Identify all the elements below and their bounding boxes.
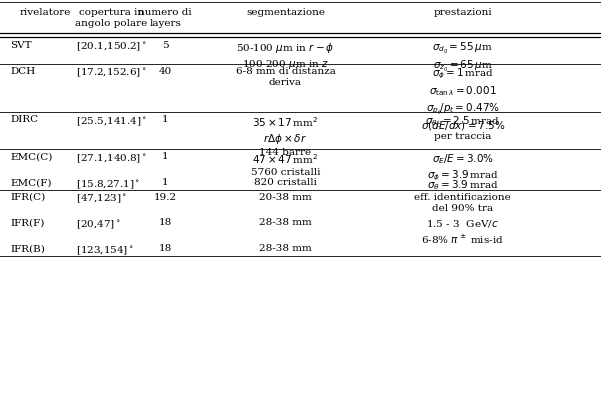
Text: [20,47]$^\circ$: [20,47]$^\circ$	[76, 218, 121, 232]
Text: DIRC: DIRC	[10, 115, 38, 124]
Text: DCH: DCH	[10, 67, 35, 76]
Text: [123,154]$^\circ$: [123,154]$^\circ$	[76, 244, 134, 258]
Text: 1.5 - 3  GeV/$c$
6-8% $\pi^\pm$ mis-id: 1.5 - 3 GeV/$c$ 6-8% $\pi^\pm$ mis-id	[421, 218, 504, 246]
Text: IFR(C): IFR(C)	[10, 193, 46, 202]
Text: $47 \times 47\,$mm$^2$
5760 cristalli: $47 \times 47\,$mm$^2$ 5760 cristalli	[251, 152, 320, 177]
Text: 20-38 mm: 20-38 mm	[259, 193, 312, 202]
Text: [20.1,150.2]$^\circ$: [20.1,150.2]$^\circ$	[76, 41, 147, 54]
Text: 1: 1	[162, 152, 169, 161]
Text: [15.8,27.1]$^\circ$: [15.8,27.1]$^\circ$	[76, 178, 141, 191]
Text: 5: 5	[162, 41, 169, 50]
Text: numero di
layers: numero di layers	[138, 8, 192, 28]
Text: copertura in
angolo polare: copertura in angolo polare	[75, 8, 147, 28]
Text: 50-100 $\mu$m in $r-\phi$
100-200 $\mu$m in $z$: 50-100 $\mu$m in $r-\phi$ 100-200 $\mu$m…	[236, 41, 335, 71]
Text: [17.2,152.6]$^\circ$: [17.2,152.6]$^\circ$	[76, 67, 147, 80]
Text: rivelatore: rivelatore	[19, 8, 71, 17]
Text: EMC(C): EMC(C)	[10, 152, 53, 161]
Text: 28-38 mm: 28-38 mm	[259, 218, 312, 227]
Text: segmentazione: segmentazione	[246, 8, 325, 17]
Text: [25.5,141.4]$^\circ$: [25.5,141.4]$^\circ$	[76, 115, 147, 129]
Text: EMC(F): EMC(F)	[10, 178, 52, 187]
Text: 1: 1	[162, 115, 169, 124]
Text: prestazioni: prestazioni	[433, 8, 492, 17]
Text: 40: 40	[159, 67, 172, 76]
Text: $\sigma_{\theta_C} = 2.5\,$mrad
per traccia: $\sigma_{\theta_C} = 2.5\,$mrad per trac…	[425, 115, 501, 141]
Text: $\sigma_\phi = 1\,$mrad
$\sigma_{\tan\lambda} = 0.001$
$\sigma_{p_t}/p_t = 0.47\: $\sigma_\phi = 1\,$mrad $\sigma_{\tan\la…	[421, 67, 505, 132]
Text: 18: 18	[159, 218, 172, 227]
Text: 6-8 mm di distanza
deriva: 6-8 mm di distanza deriva	[236, 67, 335, 87]
Text: 18: 18	[159, 244, 172, 253]
Text: [47,123]$^\circ$: [47,123]$^\circ$	[76, 193, 127, 206]
Text: IFR(B): IFR(B)	[10, 244, 45, 253]
Text: SVT: SVT	[10, 41, 32, 50]
Text: $\sigma_{d_0} = 55\,\mu$m
$\sigma_{z_0} = 65\,\mu$m: $\sigma_{d_0} = 55\,\mu$m $\sigma_{z_0} …	[433, 41, 493, 74]
Text: 19.2: 19.2	[154, 193, 177, 202]
Text: IFR(F): IFR(F)	[10, 218, 44, 227]
Text: $35 \times 17\,$mm$^2$
$r\Delta\phi \times \delta r$
144 barre: $35 \times 17\,$mm$^2$ $r\Delta\phi \tim…	[252, 115, 319, 157]
Text: 820 cristalli: 820 cristalli	[254, 178, 317, 187]
Text: eff. identificazione
del 90% tra: eff. identificazione del 90% tra	[415, 193, 511, 213]
Text: 1: 1	[162, 178, 169, 187]
Text: $\sigma_E/E = 3.0\%$
$\sigma_\phi = 3.9\,$mrad: $\sigma_E/E = 3.0\%$ $\sigma_\phi = 3.9\…	[427, 152, 499, 183]
Text: [27.1,140.8]$^\circ$: [27.1,140.8]$^\circ$	[76, 152, 147, 166]
Text: $\sigma_\theta = 3.9\,$mrad: $\sigma_\theta = 3.9\,$mrad	[427, 178, 498, 192]
Text: 28-38 mm: 28-38 mm	[259, 244, 312, 253]
